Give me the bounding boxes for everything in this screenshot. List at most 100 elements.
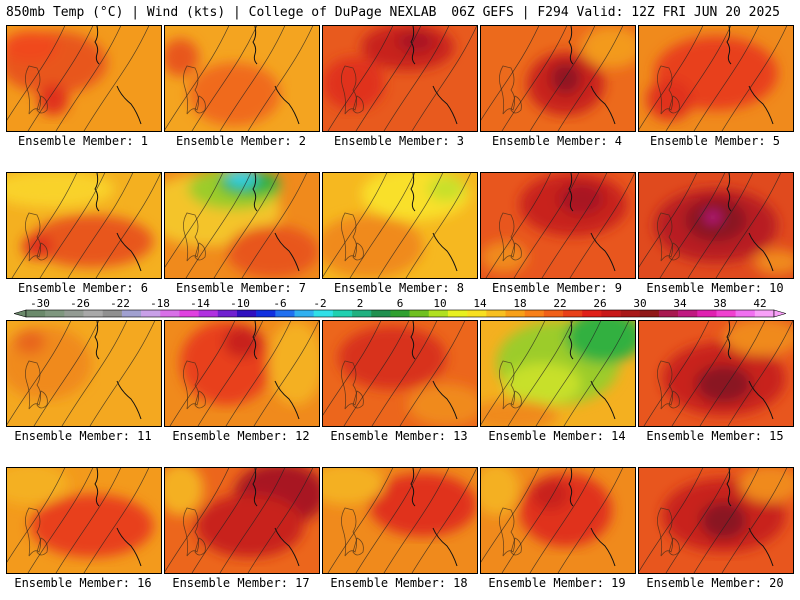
wind-contour-line	[327, 26, 394, 131]
wind-contour-line	[485, 173, 552, 278]
wind-contour-line	[33, 321, 100, 426]
colorbar-swatch	[141, 310, 161, 317]
wind-contour-line	[247, 26, 314, 131]
wind-contour-line	[671, 321, 738, 426]
wind-contour-line	[83, 26, 150, 131]
terrain-outline	[183, 65, 199, 115]
wind-contour-line	[165, 468, 230, 573]
colorbar-swatch	[352, 310, 372, 317]
colorbar-swatch	[294, 310, 314, 317]
temperature-anomaly-area	[7, 468, 69, 505]
wind-contour-line	[371, 321, 438, 426]
ensemble-member-label: Ensemble Member: 12	[172, 429, 310, 443]
coastline	[94, 26, 142, 125]
temperature-anomaly-area	[481, 468, 520, 516]
terrain-outline	[499, 212, 515, 262]
wind-contour-line	[169, 321, 236, 426]
wind-contour-line	[197, 321, 264, 426]
wind-contour-line	[699, 321, 766, 426]
colorbar-swatch	[390, 310, 410, 317]
temperature-anomaly-area	[481, 241, 528, 273]
ensemble-member-label: Ensemble Member: 17	[172, 576, 310, 590]
terrain-outline	[341, 507, 357, 557]
ensemble-member-label: Ensemble Member: 19	[488, 576, 626, 590]
coastline	[94, 468, 142, 567]
colorbar-tick-label: 34	[673, 298, 687, 310]
colorbar-swatch	[26, 310, 46, 317]
temperature-anomaly-area	[7, 173, 115, 208]
ensemble-map-panel	[6, 320, 162, 427]
wind-contour-line	[185, 173, 252, 278]
terrain-outline	[25, 360, 41, 410]
wind-contour-line	[213, 173, 280, 278]
colorbar-tick-label: 42	[753, 298, 766, 310]
wind-contour-line	[67, 173, 134, 278]
ensemble-map-panel	[6, 172, 162, 279]
colorbar-swatch	[505, 310, 525, 317]
ensemble-map-panel	[6, 467, 162, 574]
ensemble-map-panel	[480, 25, 636, 132]
temperature-anomaly-area	[165, 468, 204, 516]
coastline	[726, 468, 774, 567]
wind-contour-line	[165, 173, 224, 268]
coastline	[568, 26, 616, 125]
wind-contour-line	[253, 321, 319, 426]
colorbar-swatch	[447, 310, 468, 317]
wind-contour-line	[61, 321, 128, 426]
temperature-anomaly-area	[427, 176, 465, 202]
wind-contour-line	[557, 468, 624, 573]
wind-contour-line	[643, 321, 710, 426]
wind-contour-line	[89, 321, 156, 426]
colorbar-swatch	[620, 310, 641, 317]
terrain-outline	[194, 242, 206, 261]
map-title: 850mb Temp (°C) | Wind (kts) | College o…	[6, 5, 437, 20]
colorbar-swatch	[102, 310, 123, 317]
coastline	[252, 468, 300, 567]
wind-contour-line	[11, 173, 78, 278]
coastline	[252, 26, 300, 125]
temperature-anomaly-area	[323, 215, 424, 278]
wind-contour-line	[665, 468, 732, 573]
ensemble-member-label: Ensemble Member: 15	[646, 429, 784, 443]
wind-contour-line	[55, 26, 122, 131]
temperature-anomaly-area	[504, 363, 582, 405]
colorbar-swatch	[313, 310, 334, 317]
temperature-anomaly-area	[646, 78, 693, 121]
terrain-outline	[499, 360, 515, 410]
wind-contour-line	[247, 468, 314, 573]
ensemble-map-panel	[638, 320, 794, 427]
temperature-anomaly-area	[581, 26, 635, 68]
wind-contour-line	[529, 26, 596, 131]
colorbar-tick-label: 2	[357, 298, 364, 310]
wind-contour-line	[481, 321, 546, 426]
temperature-anomaly-area	[188, 62, 281, 126]
colorbar-swatch	[524, 310, 545, 317]
ensemble-map-panel	[480, 320, 636, 427]
ensemble-member-label: Ensemble Member: 9	[491, 281, 623, 295]
colorbar-tick-label: -2	[313, 298, 326, 310]
temperature-colorbar: -30 -26 -22 -18 -14 -10 -6 -2 2 6 10 14 18 22 26 30 34 38…	[14, 298, 786, 318]
temperature-anomaly-area	[14, 329, 46, 355]
ensemble-map-panel	[638, 172, 794, 279]
temperature-anomaly-area	[226, 225, 319, 278]
colorbar-swatch	[563, 310, 583, 317]
wind-contour-line	[241, 173, 308, 278]
colorbar-swatch	[83, 310, 104, 317]
ensemble-member-label: Ensemble Member: 13	[330, 429, 468, 443]
temperature-anomaly-area	[723, 321, 793, 356]
terrain-outline	[499, 65, 515, 115]
wind-contour-line	[355, 26, 422, 131]
ensemble-map-panel	[480, 172, 636, 279]
colorbar-tick-label: 38	[713, 298, 726, 310]
coastline	[568, 173, 616, 272]
wind-contour-line	[7, 468, 66, 563]
terrain-outline	[510, 242, 522, 261]
coastline	[94, 321, 142, 420]
terrain-outline	[510, 537, 522, 556]
colorbar-swatch	[160, 310, 180, 317]
wind-contour-line	[165, 26, 230, 131]
ensemble-map-panel	[322, 467, 478, 574]
terrain-outline	[352, 95, 364, 114]
wind-contour-line	[39, 173, 106, 278]
wind-contour-line	[219, 26, 286, 131]
